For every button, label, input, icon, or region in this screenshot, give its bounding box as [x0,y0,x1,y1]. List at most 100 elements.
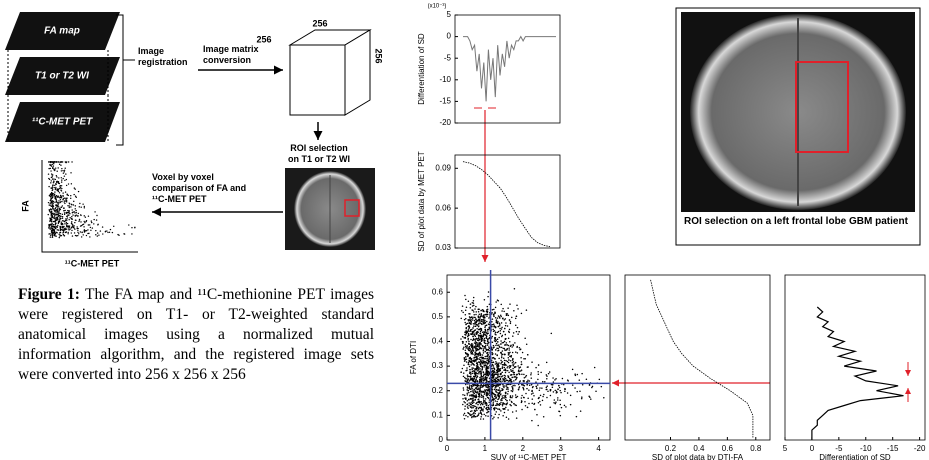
scatter-point [502,357,505,359]
scatter-point [477,370,479,372]
scatter-point [469,394,471,396]
scatter-point [466,381,468,383]
scatter-point [514,317,517,320]
scatter-point [497,408,499,410]
mini-point [63,212,66,214]
scatter-point [539,394,542,397]
scatter-point [496,369,499,371]
mini-point [95,219,98,221]
mini-point [54,214,56,217]
mini-point [63,231,65,233]
scatter-point [488,377,491,380]
mini-point [56,229,58,231]
scatter-point [505,385,508,387]
scatter-point [476,391,479,393]
scatter-point [491,320,493,323]
caption-text: The FA map and ¹¹C-methionine PET images… [18,286,374,383]
scatter-point [482,410,484,412]
scatter-point [482,334,485,336]
scatter-point [481,318,484,321]
scatter-point [487,338,489,340]
scatter-point [480,338,483,340]
scatter-point [480,375,483,377]
scatter-point [469,333,472,335]
x-axis-label: SUV of ¹¹C-MET PET [491,453,567,460]
scatter-point [482,403,484,406]
scatter-point [462,311,464,314]
scatter-point [474,335,477,338]
scatter-point [469,313,471,315]
mini-point [55,207,57,209]
scatter-point [495,381,497,383]
scatter-point [487,389,489,391]
mini-point [53,225,56,228]
mini-point [57,222,60,225]
mini-point [51,163,54,166]
scatter-point [492,365,495,367]
scatter-point [506,393,509,395]
scatter-point [499,367,502,370]
scatter-point [482,352,485,354]
mini-point [58,233,60,236]
scatter-point [497,330,500,333]
mini-point [50,176,53,179]
mini-point [51,178,54,180]
scatter-point [476,372,479,375]
scatter-point [551,386,554,389]
scatter-point [480,340,483,342]
mini-point [57,206,60,208]
scatter-point [515,374,518,376]
scatter-point [513,363,515,365]
scatter-point [547,390,549,392]
scatter-point [465,323,467,326]
scatter-point [533,403,535,406]
mini-point [55,182,58,184]
mini-point [61,187,63,190]
scatter-point [511,351,514,354]
scatter-point [462,403,464,406]
mini-point [64,228,67,231]
mini-point [50,208,52,210]
scatter-point [507,388,509,390]
scatter-point [506,347,509,350]
scatter-point [503,394,505,397]
x-tick-label: 5 [783,444,788,453]
mini-point [53,161,55,163]
scatter-point [482,398,485,400]
profile-line [650,279,754,438]
scatter-point [465,327,467,330]
mini-point [48,194,51,197]
scatter-point [472,353,474,355]
mini-point [55,209,57,212]
scatter-point [508,371,510,374]
scatter-point [481,331,484,333]
scatter-point [479,388,481,390]
scatter-point [471,413,473,416]
scatter-point [492,330,495,333]
mini-point [51,225,54,228]
scatter-point [510,374,513,376]
mini-point [50,165,53,167]
scatter-point [467,379,469,381]
scatter-point [481,386,483,388]
scatter-point [552,377,554,379]
scatter-point [483,330,485,333]
mini-point [57,220,60,223]
mini-point [57,202,59,204]
scatter-point [512,364,514,366]
scatter-point [470,346,473,348]
scatter-point [516,352,519,354]
scatter-point [483,358,485,360]
scatter-point [499,377,502,380]
scatter-point [503,347,506,350]
scatter-point [549,394,552,397]
scatter-point [505,314,508,316]
mini-point [53,230,56,232]
mini-point [49,225,51,227]
mini-point [58,210,60,212]
scatter-point [507,375,510,378]
plot-frame [446,274,611,441]
scatter-point [493,308,495,311]
scatter-point [478,313,481,316]
scatter-point [463,358,466,360]
